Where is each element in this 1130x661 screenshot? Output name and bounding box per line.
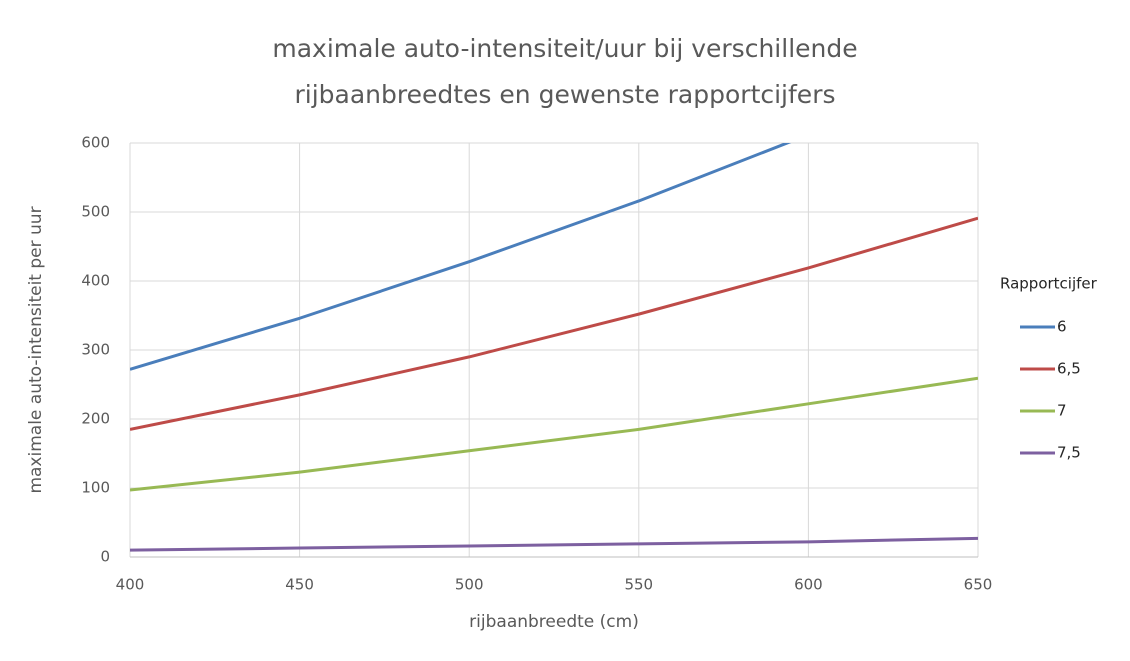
legend-label: 7,5 [1057,444,1081,462]
y-tick-label: 400 [81,272,110,290]
legend-label: 6,5 [1057,360,1081,378]
y-tick-label: 500 [81,203,110,221]
y-tick-label: 0 [100,548,110,566]
x-tick-label: 600 [794,576,823,594]
x-axis-title: rijbaanbreedte (cm) [469,612,639,632]
data-line [130,216,978,431]
y-tick-label: 600 [81,134,110,152]
data-line [130,376,978,492]
data-line [130,536,978,552]
chart-title: rijbaanbreedtes en gewenste rapportcijfe… [295,80,836,109]
y-tick-label: 200 [81,410,110,428]
x-tick-label: 550 [624,576,653,594]
x-tick-label: 650 [964,576,993,594]
data-line [130,143,792,371]
x-tick-label: 400 [116,576,145,594]
legend-label: 7 [1057,402,1067,420]
y-tick-label: 300 [81,341,110,359]
x-tick-label: 500 [455,576,484,594]
y-tick-label: 100 [81,479,110,497]
y-axis-title: maximale auto-intensiteit per uur [26,206,46,493]
x-tick-label: 450 [285,576,314,594]
legend-title: Rapportcijfer [1000,275,1098,293]
legend-label: 6 [1057,318,1067,336]
chart-title: maximale auto-intensiteit/uur bij versch… [272,34,857,63]
